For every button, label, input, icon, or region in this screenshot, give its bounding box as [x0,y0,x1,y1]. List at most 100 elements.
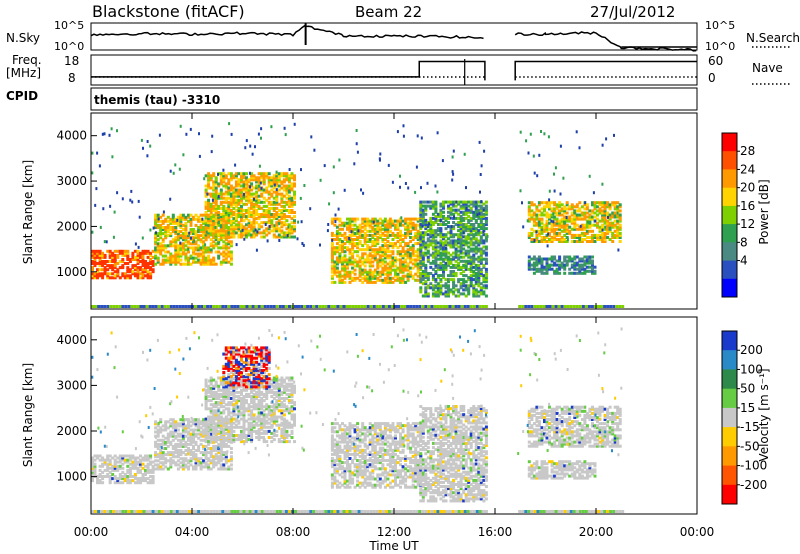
heatmap-cell [330,244,334,248]
heatmap-cell [545,213,549,217]
heatmap-cell [474,278,478,282]
heatmap-cell [353,231,357,235]
heatmap-cell [149,272,153,276]
heatmap-cell [207,219,211,223]
heatmap-cell [447,294,450,298]
heatmap-cell [421,261,425,265]
heatmap-cell [197,305,201,308]
heatmap-cell [91,460,94,464]
heatmap-cell [270,194,274,198]
heatmap-cell [351,244,355,248]
heatmap-cell [250,178,254,182]
heatmap-cell [580,223,584,227]
heatmap-cell [426,251,430,255]
heatmap-cell [234,176,238,180]
heatmap-cell [424,243,428,247]
heatmap-cell [141,258,145,261]
heatmap-cell [479,239,483,243]
heatmap-cell [386,256,390,260]
heatmap-cell [411,248,415,252]
heatmap-cell [260,192,264,196]
heatmap-cell [192,422,195,426]
heatmap-cell [457,245,461,249]
heatmap-cell [540,238,544,241]
heatmap-cell [464,227,468,231]
heatmap-cell [477,270,481,273]
heatmap-cell [230,132,233,136]
heatmap-cell [416,217,420,221]
heatmap-cell [457,239,461,243]
heatmap-cell [166,234,170,238]
heatmap-cell [198,132,200,136]
heatmap-cell [383,256,387,260]
heatmap-cell [419,280,423,284]
heatmap-cell [252,231,256,235]
heatmap-cell [366,246,370,250]
heatmap-cell [113,460,117,464]
heatmap-cell [548,227,551,231]
heatmap-cell [187,442,190,446]
heatmap-cell [583,233,587,237]
heatmap-cell [381,268,385,272]
heatmap-cell [618,203,622,207]
heatmap-cell [479,216,483,220]
heatmap-cell [469,255,473,259]
heatmap-cell [116,253,120,257]
heatmap-cell [166,444,170,448]
heatmap-cell [222,200,226,204]
heatmap-cell [126,464,130,468]
heatmap-cell [579,224,582,228]
heatmap-cell [118,454,122,458]
heatmap-cell [121,454,125,458]
heatmap-cell [401,276,405,280]
heatmap-cell [176,234,180,238]
heatmap-cell [343,246,347,250]
heatmap-cell [447,255,450,259]
heatmap-cell [376,252,380,256]
heatmap-cell [204,213,208,216]
heatmap-cell [399,242,402,246]
heatmap-cell [558,227,562,231]
heatmap-cell [202,432,206,436]
heatmap-cell [333,223,337,227]
heatmap-cell [537,267,541,271]
heatmap-cell [217,397,221,400]
heatmap-cell [421,241,425,245]
heatmap-cell [166,451,170,455]
heatmap-cell [174,463,178,467]
heatmap-cell [358,268,362,272]
heatmap-cell [227,188,231,192]
heatmap-cell [406,244,410,248]
heatmap-cell [411,274,415,278]
heatmap-cell [212,425,216,429]
heatmap-cell [343,256,347,260]
heatmap-cell [472,237,476,241]
heatmap-cell [548,201,551,205]
heatmap-cell [330,270,334,274]
heatmap-cell [161,260,165,264]
heatmap-cell [532,211,536,215]
heatmap-cell [477,274,481,278]
heatmap-cell [434,200,438,204]
heatmap-cell [158,133,161,137]
heatmap-cell [214,190,218,194]
beam-title: Beam 22 [355,3,422,21]
heatmap-cell [229,196,233,200]
heatmap-cell [464,284,468,288]
heatmap-cell [368,248,372,252]
heatmap-cell [603,305,607,308]
heatmap-cell [192,455,195,459]
heatmap-cell [563,255,567,259]
heatmap-cell [436,267,440,271]
heatmap-cell [416,250,420,254]
heatmap-cell [462,280,466,284]
heatmap-cell [187,215,190,219]
heatmap-cell [214,413,218,417]
heatmap-cell [444,255,448,259]
heatmap-cell [545,269,549,273]
heatmap-cell [207,246,211,250]
heatmap-cell [479,290,483,294]
heatmap-cell [416,258,420,262]
heatmap-cell [159,418,163,422]
heatmap-cell [270,182,274,186]
